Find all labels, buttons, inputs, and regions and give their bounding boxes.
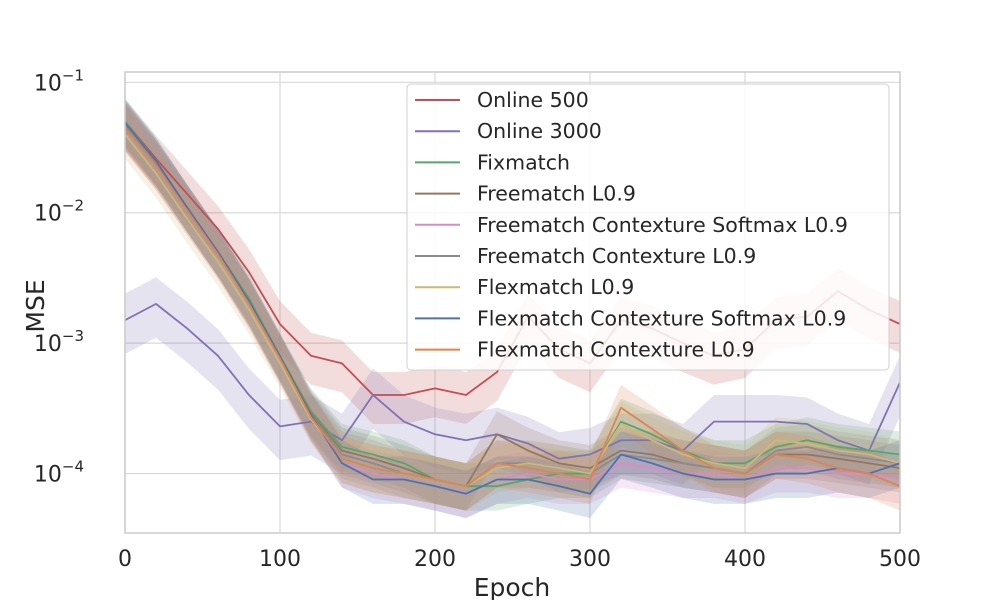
legend-box bbox=[406, 83, 890, 371]
y-tick-label: 10−3 bbox=[34, 327, 84, 357]
legend-label: Fixmatch bbox=[477, 150, 570, 174]
y-tick-label: 10−4 bbox=[34, 458, 84, 488]
series-line bbox=[124, 126, 901, 488]
x-tick-label: 200 bbox=[414, 547, 456, 572]
confidence-band bbox=[125, 98, 900, 511]
x-tick-label: 0 bbox=[118, 547, 132, 572]
confidence-band bbox=[125, 104, 900, 511]
y-tick-exponent: −2 bbox=[62, 197, 84, 215]
y-tick-label: 10−2 bbox=[34, 197, 84, 227]
confidence-band bbox=[125, 100, 900, 511]
x-tick-label: 400 bbox=[724, 547, 766, 572]
y-tick-exponent: −4 bbox=[62, 458, 84, 476]
legend-label: Flexmatch Contexture L0.9 bbox=[477, 338, 755, 362]
series-line bbox=[124, 302, 901, 460]
plot-frame bbox=[124, 71, 901, 534]
y-tick-base: 10 bbox=[34, 202, 62, 227]
y-tick-label: 10−1 bbox=[34, 66, 84, 96]
x-tick-label: 300 bbox=[569, 547, 611, 572]
y-tick-base: 10 bbox=[34, 71, 62, 96]
legend-label: Online 500 bbox=[477, 88, 589, 112]
legend-label: Freematch Contexture L0.9 bbox=[477, 244, 756, 268]
confidence-band bbox=[125, 102, 900, 511]
confidence-band bbox=[125, 103, 900, 519]
legend-label: Freematch L0.9 bbox=[477, 182, 636, 206]
legend: Online 500 Online 3000 Fixmatch Freematch L… bbox=[406, 83, 890, 371]
series-line bbox=[124, 121, 901, 488]
confidence-band bbox=[125, 277, 900, 493]
legend-label: Freematch Contexture Softmax L0.9 bbox=[477, 213, 848, 237]
y-tick-exponent: −1 bbox=[62, 66, 84, 84]
legend-label: Flexmatch L0.9 bbox=[477, 275, 634, 299]
y-tick-exponent: −3 bbox=[62, 327, 84, 345]
legend-label: Online 3000 bbox=[477, 119, 602, 143]
series-line bbox=[124, 122, 901, 495]
confidence-band bbox=[125, 99, 900, 519]
confidence-band bbox=[125, 111, 900, 511]
x-axis-label: Epoch bbox=[474, 573, 551, 600]
x-tick-label: 100 bbox=[259, 547, 301, 572]
y-axis-label: MSE bbox=[21, 279, 50, 332]
y-tick-base: 10 bbox=[34, 463, 62, 488]
y-tick-base: 10 bbox=[34, 332, 62, 357]
legend-label: Flexmatch Contexture Softmax L0.9 bbox=[477, 306, 846, 330]
x-tick-label: 500 bbox=[879, 547, 921, 572]
